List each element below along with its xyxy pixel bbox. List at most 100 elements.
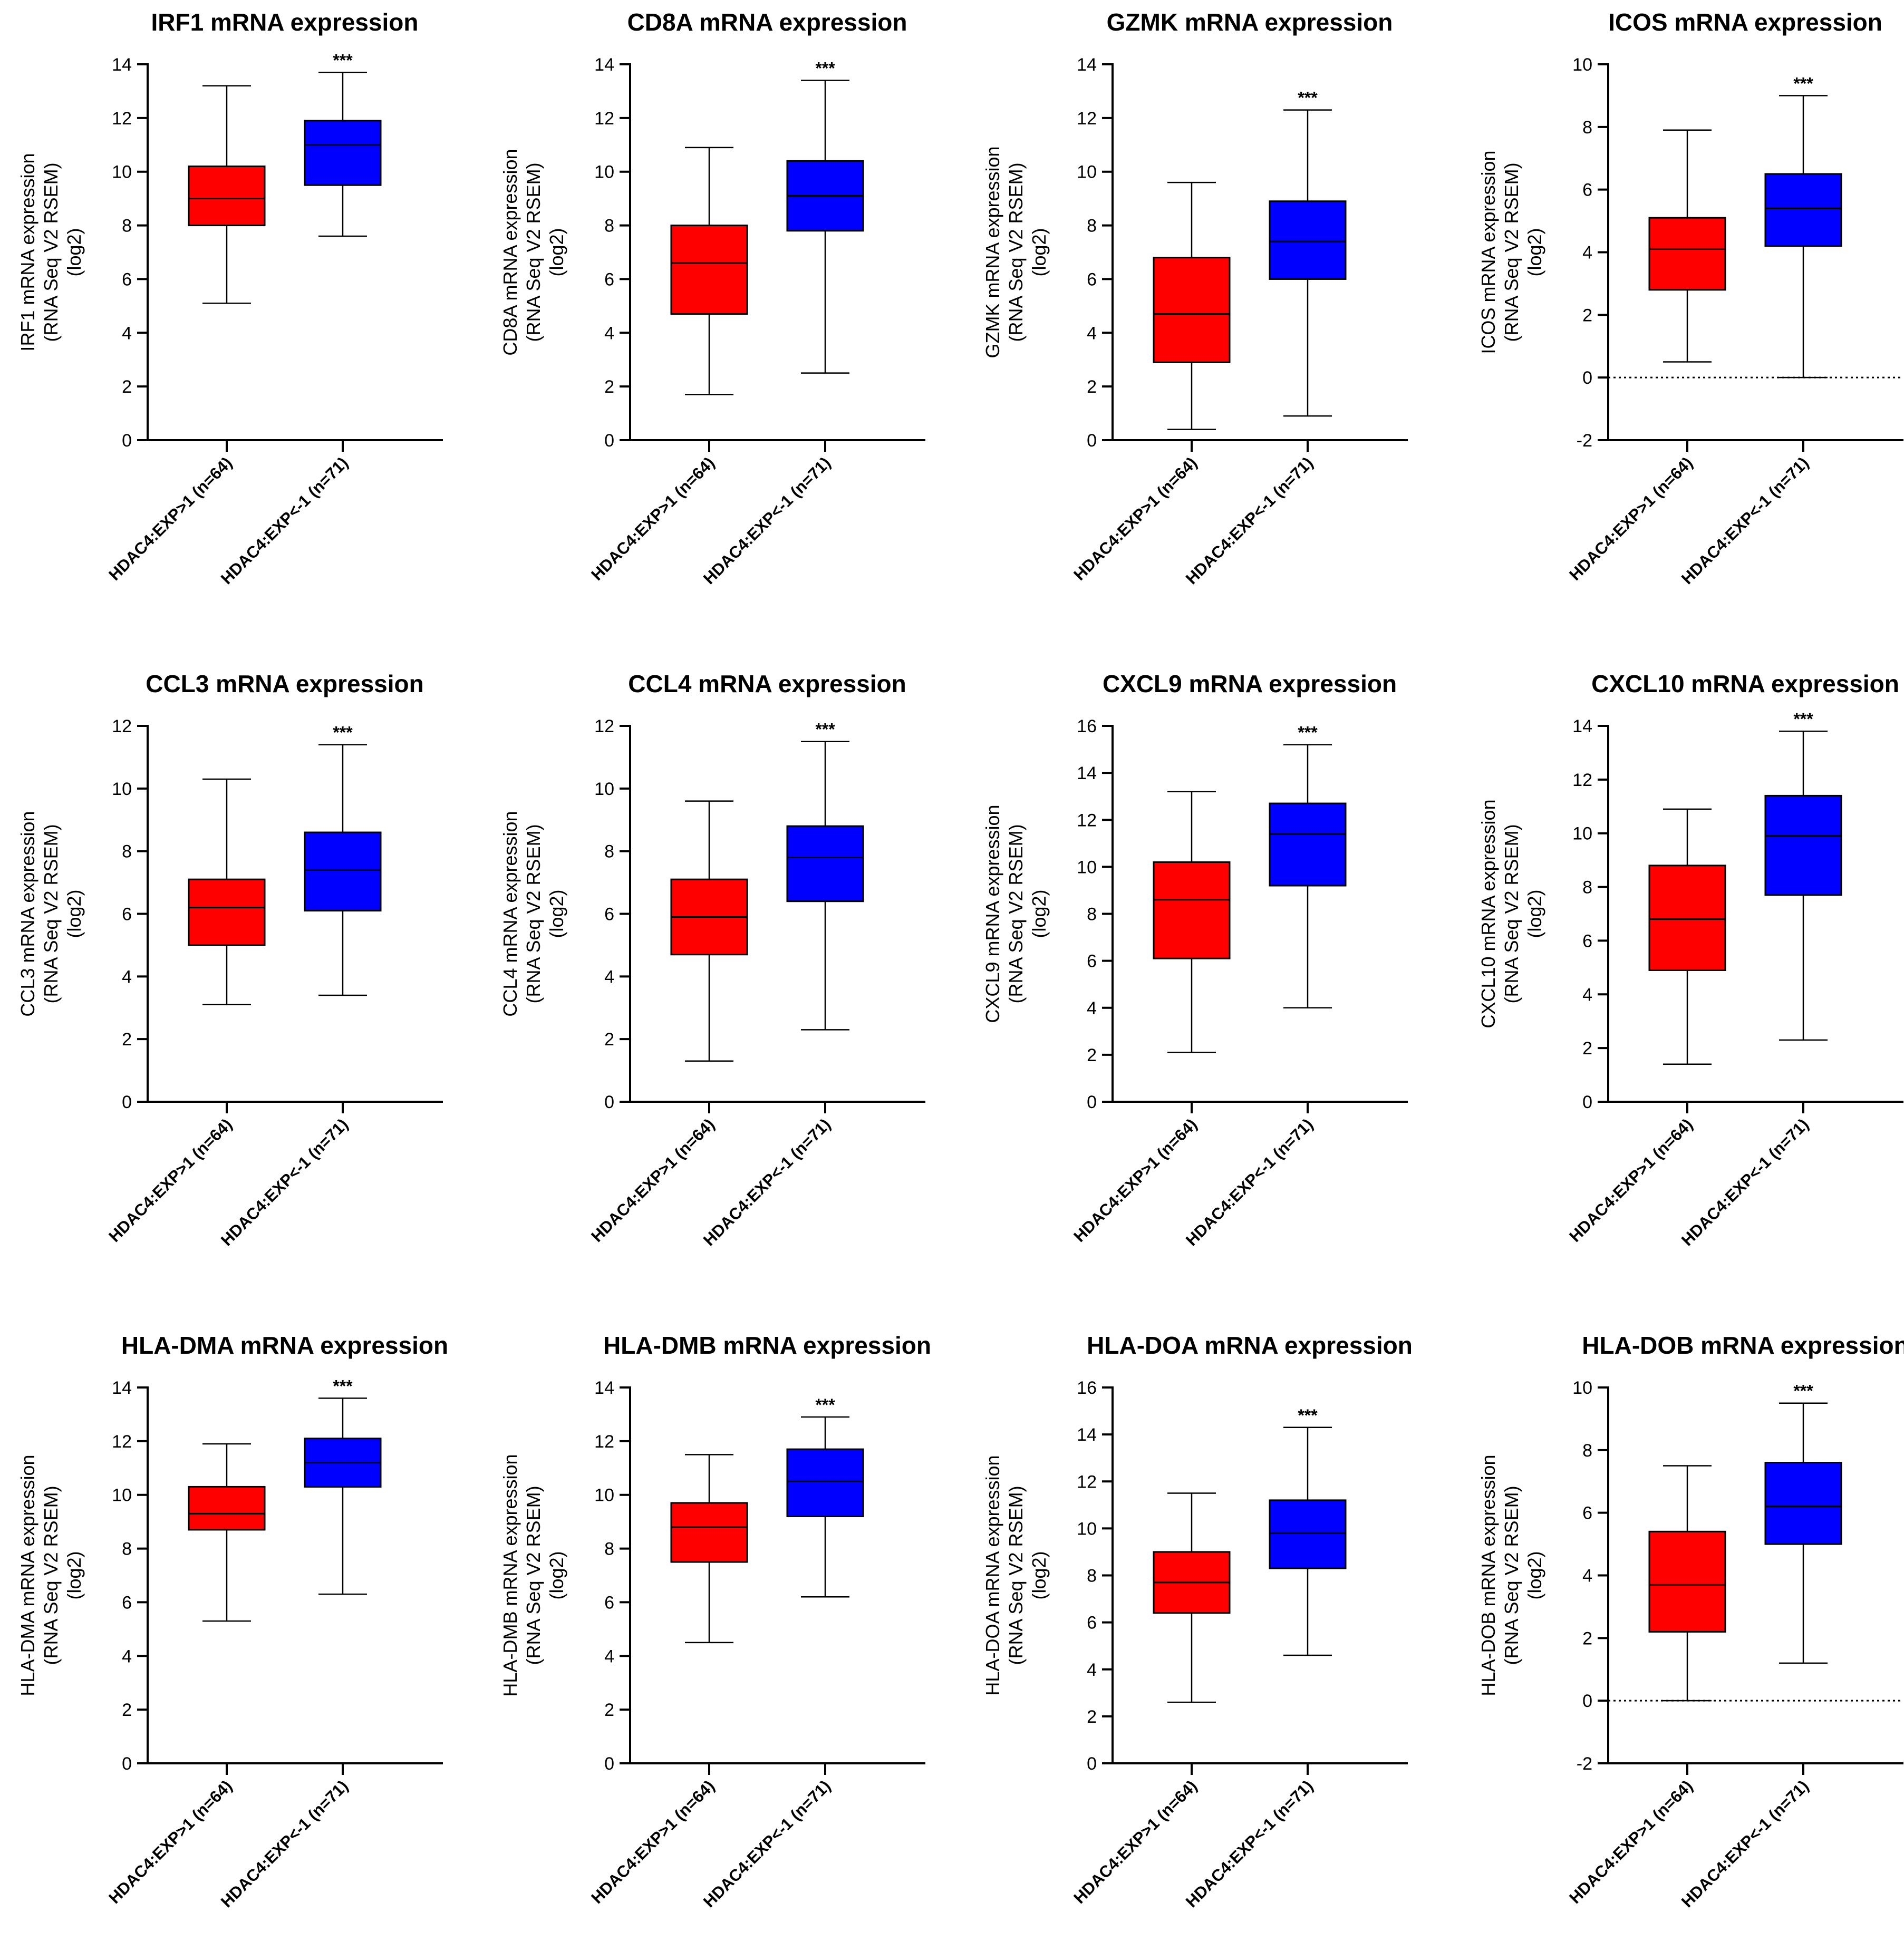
y-axis-label-line2: (RNA Seq V2 RSEM) [1005, 824, 1027, 1003]
y-tick-label: 14 [1077, 55, 1097, 75]
iqr-box [786, 825, 864, 902]
box-exp-high [1648, 808, 1726, 1065]
y-tick-label: 2 [1582, 305, 1592, 325]
y-tick-label: 10 [1077, 857, 1097, 877]
significance-marker: *** [333, 723, 353, 742]
y-axis-label-line1: CCL4 mRNA expression [499, 811, 521, 1016]
y-tick-label: 14 [112, 1378, 132, 1398]
iqr-box [670, 1502, 748, 1563]
box-exp-low [786, 741, 864, 1031]
panel-title: GZMK mRNA expression [1107, 8, 1393, 36]
y-tick-label: 4 [1087, 1660, 1097, 1680]
y-tick-label: 6 [1087, 1613, 1097, 1633]
y-tick-label: 12 [1572, 770, 1592, 790]
y-axis-label-line3: (log2) [546, 889, 567, 938]
x-category-label: HDAC4:EXP<-1 (n=71) [217, 1115, 352, 1249]
y-tick-label: 8 [1087, 1566, 1097, 1586]
y-axis-label-line3: (log2) [1524, 1551, 1545, 1599]
y-tick-label: 2 [122, 377, 132, 397]
iqr-box [188, 1486, 266, 1531]
y-tick-label: 2 [1087, 1707, 1097, 1727]
iqr-box [1153, 861, 1231, 959]
x-category-label: HDAC4:EXP>1 (n=64) [1070, 1115, 1201, 1246]
box-exp-low [1764, 95, 1842, 378]
y-tick-label: 0 [122, 431, 132, 451]
y-tick-label: 0 [604, 431, 614, 451]
y-axis-label-line2: (RNA Seq V2 RSEM) [1501, 824, 1522, 1003]
y-tick-label: 4 [122, 323, 132, 343]
y-tick-label: 0 [1582, 1691, 1592, 1711]
x-category-label: HDAC4:EXP<-1 (n=71) [700, 453, 834, 588]
y-tick-label: 10 [112, 1486, 132, 1506]
y-tick-label: 6 [604, 905, 614, 925]
x-category-label: HDAC4:EXP<-1 (n=71) [1182, 1115, 1317, 1249]
y-axis-label-line1: CCL3 mRNA expression [17, 811, 38, 1016]
panel-title: ICOS mRNA expression [1608, 8, 1882, 36]
iqr-box [1269, 802, 1347, 887]
y-axis-label: GZMK mRNA expression (RNA Seq V2 RSEM) (lo… [982, 146, 1050, 358]
y-tick-label: 6 [122, 905, 132, 925]
x-category-label: HDAC4:EXP<-1 (n=71) [1678, 1777, 1812, 1911]
panel-title: HLA-DMA mRNA expression [121, 1332, 448, 1359]
y-tick-label: 10 [1572, 824, 1592, 844]
y-tick-label: 14 [112, 55, 132, 75]
box-exp-high [1153, 181, 1231, 430]
y-axis-label: CXCL10 mRNA expression (RNA Seq V2 RSEM)(… [1477, 799, 1545, 1028]
y-axis-label: CXCL9 mRNA expression (RNA Seq V2 RSEM) (l… [982, 804, 1050, 1023]
y-tick-label: 10 [1077, 162, 1097, 182]
chart-panel: CCL4 mRNA expression CCL4 mRNA expression… [499, 670, 925, 1249]
significance-marker: *** [1793, 74, 1813, 93]
iqr-box [670, 225, 748, 315]
y-axis-label-line2: (RNA Seq V2 RSEM) [40, 1486, 62, 1665]
y-tick-label: 2 [1087, 377, 1097, 397]
y-tick-label: 10 [1572, 55, 1592, 75]
y-tick-label: 4 [604, 323, 614, 343]
iqr-box [1269, 1499, 1347, 1569]
y-tick-label: 0 [1582, 1092, 1592, 1112]
box-exp-low [786, 1416, 864, 1598]
y-tick-label: 8 [122, 216, 132, 236]
iqr-box [1153, 257, 1231, 363]
y-tick-label: 8 [604, 1539, 614, 1559]
box-exp-low [786, 80, 864, 374]
panel-title: HLA-DOA mRNA expression [1087, 1332, 1413, 1359]
y-axis-label: HLA-DMB mRNA expression (RNA Seq V2 RSEM)… [499, 1454, 567, 1696]
y-axis-label-line2: (RNA Seq V2 RSEM) [1501, 162, 1522, 342]
panel-title: HLA-DOB mRNA expression [1582, 1332, 1904, 1359]
y-axis-label-line3: (log2) [546, 228, 567, 276]
panel-title: CCL4 mRNA expression [628, 670, 906, 697]
y-axis-label-line1: HLA-DOA mRNA expression [982, 1455, 1003, 1695]
y-axis-label: HLA-DOA mRNA expression (RNA Seq V2 RSEM)… [982, 1455, 1050, 1695]
y-tick-label: 12 [1077, 810, 1097, 830]
x-category-label: HDAC4:EXP>1 (n=64) [105, 1115, 236, 1246]
y-axis-label-line1: HLA-DOB mRNA expression [1477, 1454, 1499, 1696]
y-tick-label: 4 [1582, 985, 1592, 1005]
x-category-label: HDAC4:EXP>1 (n=64) [587, 1777, 718, 1907]
y-tick-label: 8 [604, 842, 614, 862]
y-tick-label: 10 [1077, 1519, 1097, 1539]
y-axis-label-line3: (log2) [546, 1551, 567, 1599]
box-exp-high [188, 85, 266, 304]
y-tick-label: 0 [604, 1754, 614, 1774]
y-tick-label: 10 [594, 779, 614, 799]
chart-panel: HLA-DOB mRNA expression HLA-DOB mRNA expr… [1477, 1332, 1904, 1911]
box-exp-high [670, 800, 748, 1062]
y-axis-label-line2: (RNA Seq V2 RSEM) [1005, 1486, 1027, 1665]
x-category-label: HDAC4:EXP>1 (n=64) [105, 1777, 236, 1907]
y-axis-label-line2: (RNA Seq V2 RSEM) [40, 162, 62, 342]
y-axis-label: IRF1 mRNA expression (RNA Seq V2 RSEM) (lo… [17, 153, 85, 351]
y-axis-label: ICOS mRNA expression (RNA Seq V2 RSEM) (lo… [1477, 150, 1545, 354]
box-exp-high [670, 147, 748, 395]
x-category-label: HDAC4:EXP>1 (n=64) [1565, 1777, 1696, 1907]
significance-marker: *** [815, 720, 835, 739]
x-category-label: HDAC4:EXP<-1 (n=71) [700, 1115, 834, 1249]
y-tick-label: 12 [1077, 1472, 1097, 1492]
x-category-label: HDAC4:EXP<-1 (n=71) [1678, 1115, 1812, 1249]
y-tick-label: 10 [594, 162, 614, 182]
y-tick-label: 4 [604, 1646, 614, 1666]
